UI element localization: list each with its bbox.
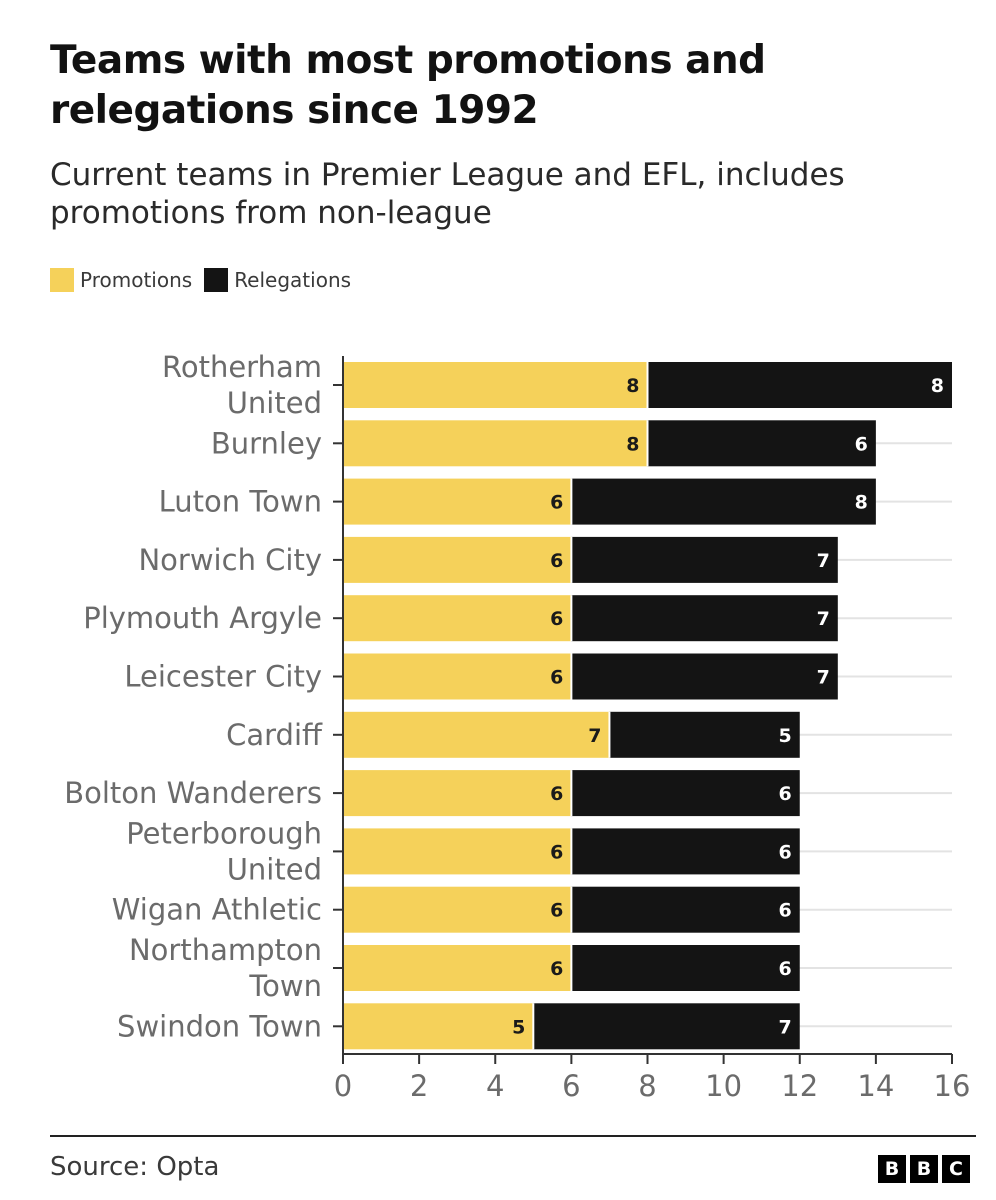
bar-relegations xyxy=(647,362,952,408)
chart-title: Teams with most promotions and relegatio… xyxy=(50,38,766,133)
bar-relegations xyxy=(609,711,800,758)
bar-promotions xyxy=(343,653,572,700)
bar-relegations xyxy=(571,828,800,875)
data-label-promotions: 7 xyxy=(588,725,601,747)
legend-item-promotions: Promotions xyxy=(50,268,192,292)
legend-swatch-relegations xyxy=(204,268,229,292)
bbc-logo-letter: B xyxy=(878,1155,906,1183)
bbc-logo: B B C xyxy=(878,1155,970,1183)
category-label: Bolton Wanderers xyxy=(64,776,322,810)
data-label-relegations: 5 xyxy=(779,725,792,747)
bar-promotions xyxy=(343,1003,534,1050)
bar-relegations xyxy=(571,653,838,700)
legend-swatch-promotions xyxy=(50,268,74,292)
legend: Promotions Relegations xyxy=(50,266,363,294)
data-label-relegations: 6 xyxy=(779,958,792,980)
category-label: Swindon Town xyxy=(117,1009,322,1043)
x-tick-label: 2 xyxy=(410,1069,428,1103)
bar-relegations xyxy=(533,1003,800,1050)
chart-subtitle: Current teams in Premier League and EFL,… xyxy=(50,157,845,231)
category-label-line: Town xyxy=(248,969,322,1003)
bar-relegations xyxy=(571,595,838,642)
data-label-promotions: 6 xyxy=(550,667,563,689)
data-label-relegations: 7 xyxy=(779,1016,792,1038)
bar-promotions xyxy=(343,886,572,933)
x-tick-label: 10 xyxy=(705,1069,742,1103)
data-label-promotions: 6 xyxy=(550,900,563,922)
legend-item-relegations: Relegations xyxy=(204,268,351,292)
data-label-promotions: 8 xyxy=(626,375,639,397)
source-note: Source: Opta xyxy=(50,1152,220,1182)
data-label-promotions: 6 xyxy=(550,550,563,572)
data-label-promotions: 6 xyxy=(550,783,563,805)
data-label-relegations: 8 xyxy=(931,375,944,397)
bar-promotions xyxy=(343,536,572,583)
data-label-relegations: 7 xyxy=(817,667,830,689)
data-label-promotions: 6 xyxy=(550,608,563,630)
footer-divider xyxy=(50,1135,976,1137)
data-label-promotions: 6 xyxy=(550,841,563,863)
bar-relegations xyxy=(571,478,876,525)
category-label-line: Rotherham xyxy=(162,350,322,384)
x-tick-label: 16 xyxy=(934,1069,971,1103)
category-label-line: Northampton xyxy=(129,933,322,967)
legend-label-promotions: Promotions xyxy=(80,268,193,292)
category-label: Peterborough United xyxy=(126,816,322,886)
bar-relegations xyxy=(571,770,800,817)
category-label-line: United xyxy=(227,852,322,886)
category-label: Plymouth Argyle xyxy=(83,601,322,635)
category-label: Wigan Athletic xyxy=(112,893,322,927)
data-label-relegations: 7 xyxy=(817,608,830,630)
category-label: Leicester City xyxy=(124,660,322,694)
data-label-relegations: 8 xyxy=(855,492,868,514)
category-label-line: United xyxy=(227,386,322,420)
legend-label-relegations: Relegations xyxy=(234,268,352,292)
data-label-promotions: 8 xyxy=(626,433,639,455)
category-label: Cardiff xyxy=(226,718,323,752)
category-label: Norwich City xyxy=(138,543,322,577)
data-label-relegations: 6 xyxy=(855,433,868,455)
bar-promotions xyxy=(343,478,572,525)
bar-promotions xyxy=(343,595,572,642)
x-tick-label: 6 xyxy=(562,1069,580,1103)
category-label: Rotherham United xyxy=(162,350,322,420)
category-label: Luton Town xyxy=(159,485,322,519)
x-tick-label: 4 xyxy=(486,1069,504,1103)
data-label-relegations: 6 xyxy=(779,783,792,805)
category-label: Burnley xyxy=(211,426,322,460)
bar-promotions xyxy=(343,420,648,467)
bar-promotions xyxy=(343,711,610,758)
bbc-logo-letter: B xyxy=(910,1155,938,1183)
data-label-promotions: 6 xyxy=(550,958,563,980)
bar-relegations xyxy=(571,945,800,991)
data-label-relegations: 7 xyxy=(817,550,830,572)
bar-promotions xyxy=(343,945,572,991)
data-label-promotions: 5 xyxy=(512,1016,525,1038)
bar-promotions xyxy=(343,362,648,408)
bbc-logo-letter: C xyxy=(942,1155,970,1183)
bar-relegations xyxy=(571,536,838,583)
data-label-relegations: 6 xyxy=(779,841,792,863)
bar-promotions xyxy=(343,828,572,875)
category-label-line: Peterborough xyxy=(126,816,322,850)
x-tick-label: 0 xyxy=(334,1069,352,1103)
x-tick-label: 12 xyxy=(781,1069,818,1103)
x-tick-label: 14 xyxy=(857,1069,894,1103)
x-tick-label: 8 xyxy=(638,1069,656,1103)
category-label: Northampton Town xyxy=(129,933,322,1003)
bar-relegations xyxy=(571,886,800,933)
bar-promotions xyxy=(343,770,572,817)
bar-relegations xyxy=(647,420,876,467)
data-label-promotions: 6 xyxy=(550,492,563,514)
data-label-relegations: 6 xyxy=(779,900,792,922)
